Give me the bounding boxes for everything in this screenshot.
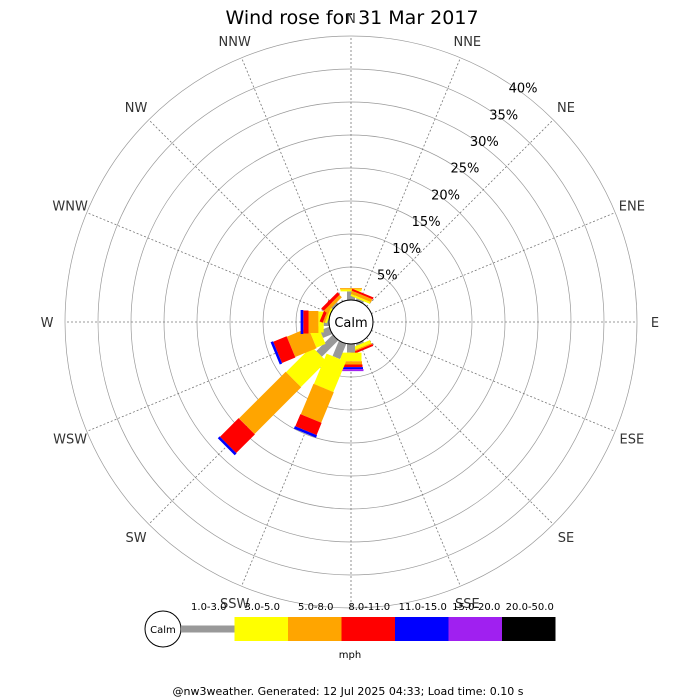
wind-bar-segment [351, 343, 373, 353]
wind-bar-segment [351, 344, 374, 355]
legend-swatch [234, 617, 288, 641]
wind-bar-segment [295, 414, 322, 436]
legend-bin-label: 5.0-8.0 [298, 602, 333, 613]
footer-text: @nw3weather. Generated: 12 Jul 2025 04:3… [173, 685, 524, 698]
grid-circle [229, 200, 473, 444]
wind-bar-segment [313, 353, 346, 393]
radial-tick-label: 20% [431, 188, 460, 203]
wind-bar-segment [340, 289, 362, 292]
grid-spoke [359, 57, 461, 302]
direction-label: E [651, 316, 659, 331]
legend-bin-label: 1.0-3.0 [191, 602, 226, 613]
grid-spoke [366, 119, 554, 307]
direction-label: NE [557, 101, 575, 116]
grid-circle [64, 35, 638, 609]
legend-unit-label: mph [339, 650, 361, 661]
grid-spoke [86, 212, 331, 314]
direction-label: NNW [219, 35, 251, 50]
wind-bar-segment [332, 340, 347, 360]
direction-label: SW [125, 531, 146, 546]
speed-legend: Calm 1.0-3.0 3.0-5.0 5.0-8.0 8.0-11.0 11.0-15… [144, 602, 556, 661]
direction-label: SE [558, 531, 574, 546]
legend-bin-label: 20.0-50.0 [506, 602, 554, 613]
direction-label: WNW [52, 200, 88, 215]
direction-labels: NNNENEENEEESESESSESSSWSWWSWWWNWNWNNW [41, 12, 660, 635]
chart-title: Wind rose for 31 Mar 2017 [225, 7, 478, 29]
wind-bar-segment [350, 340, 372, 352]
wind-bar-segment [300, 310, 304, 334]
legend-bin-label: 3.0-5.0 [245, 602, 280, 613]
calm-label: Calm [334, 316, 367, 331]
radial-tick-label: 25% [450, 162, 479, 177]
legend-swatch [181, 625, 235, 633]
wind-bar-segment [220, 418, 255, 453]
wind-bar-segment [308, 311, 319, 333]
direction-label: WSW [53, 432, 87, 447]
wind-bar-segment [339, 364, 363, 368]
wind-bar-segment [350, 294, 371, 304]
grid-spoke [241, 57, 343, 302]
legend-bin-label: 8.0-11.0 [348, 602, 390, 613]
wind-bar-segment [340, 288, 362, 290]
wind-bar-segment [321, 292, 340, 311]
wind-bar-segment [355, 340, 364, 346]
wind-bar-segment [351, 288, 374, 300]
direction-label: N [346, 12, 356, 27]
legend-bin-label: 15.0-20.0 [452, 602, 500, 613]
radial-tick-label: 15% [412, 215, 441, 230]
wind-bars [217, 288, 374, 456]
wind-bar-segment [239, 371, 302, 434]
wind-bar-segment [355, 298, 364, 304]
grid-spoke [371, 212, 616, 314]
legend-swatch [502, 617, 556, 641]
calm-circle [328, 299, 374, 345]
grid-spoke [371, 330, 616, 432]
wind-bar-segment [286, 346, 327, 387]
direction-label: SSW [220, 597, 250, 612]
direction-label: SSE [455, 597, 480, 612]
wind-bar-segment [347, 344, 355, 353]
grid-spoke [366, 337, 554, 525]
legend-swatch [395, 617, 449, 641]
wind-bar-segment [286, 327, 317, 357]
direction-label: ENE [619, 200, 645, 215]
radial-tick-labels: 5% 10% 15% 20% 25% 30% 35% 40% [377, 82, 538, 284]
wind-bar-segment [293, 426, 317, 438]
legend-swatch [288, 617, 342, 641]
radial-tick-label: 35% [489, 108, 518, 123]
wind-bar-segment [303, 310, 309, 334]
radial-tick-label: 40% [509, 82, 538, 97]
wind-bar-segment [338, 369, 364, 372]
legend-swatch [448, 617, 502, 641]
wind-bar-segment [270, 341, 283, 365]
wind-bar-segment [331, 302, 339, 310]
legend-swatch [341, 617, 395, 641]
legend-bin-label: 11.0-15.0 [399, 602, 447, 613]
radial-tick-label: 5% [377, 269, 398, 284]
wind-bar-segment [316, 334, 339, 357]
grid-spoke [148, 119, 336, 307]
calm-center: Calm [328, 299, 374, 345]
wind-bar-segment [350, 290, 373, 303]
direction-label: W [41, 316, 54, 331]
wind-bar-segment [300, 383, 334, 423]
wind-bar-segment [339, 367, 363, 370]
wind-bar-segment [217, 436, 237, 456]
legend-calm-label: Calm [150, 625, 176, 636]
grid-spoke [359, 342, 461, 587]
direction-label: NW [125, 101, 148, 116]
wind-bar-segment [273, 336, 296, 363]
direction-label: NNE [453, 35, 481, 50]
direction-label: ESE [620, 432, 645, 447]
wind-bar-segment [340, 352, 362, 362]
grid-circle [97, 68, 605, 576]
wind-bar-segment [323, 294, 342, 313]
radial-tick-label: 30% [470, 135, 499, 150]
radial-tick-label: 10% [392, 242, 421, 257]
